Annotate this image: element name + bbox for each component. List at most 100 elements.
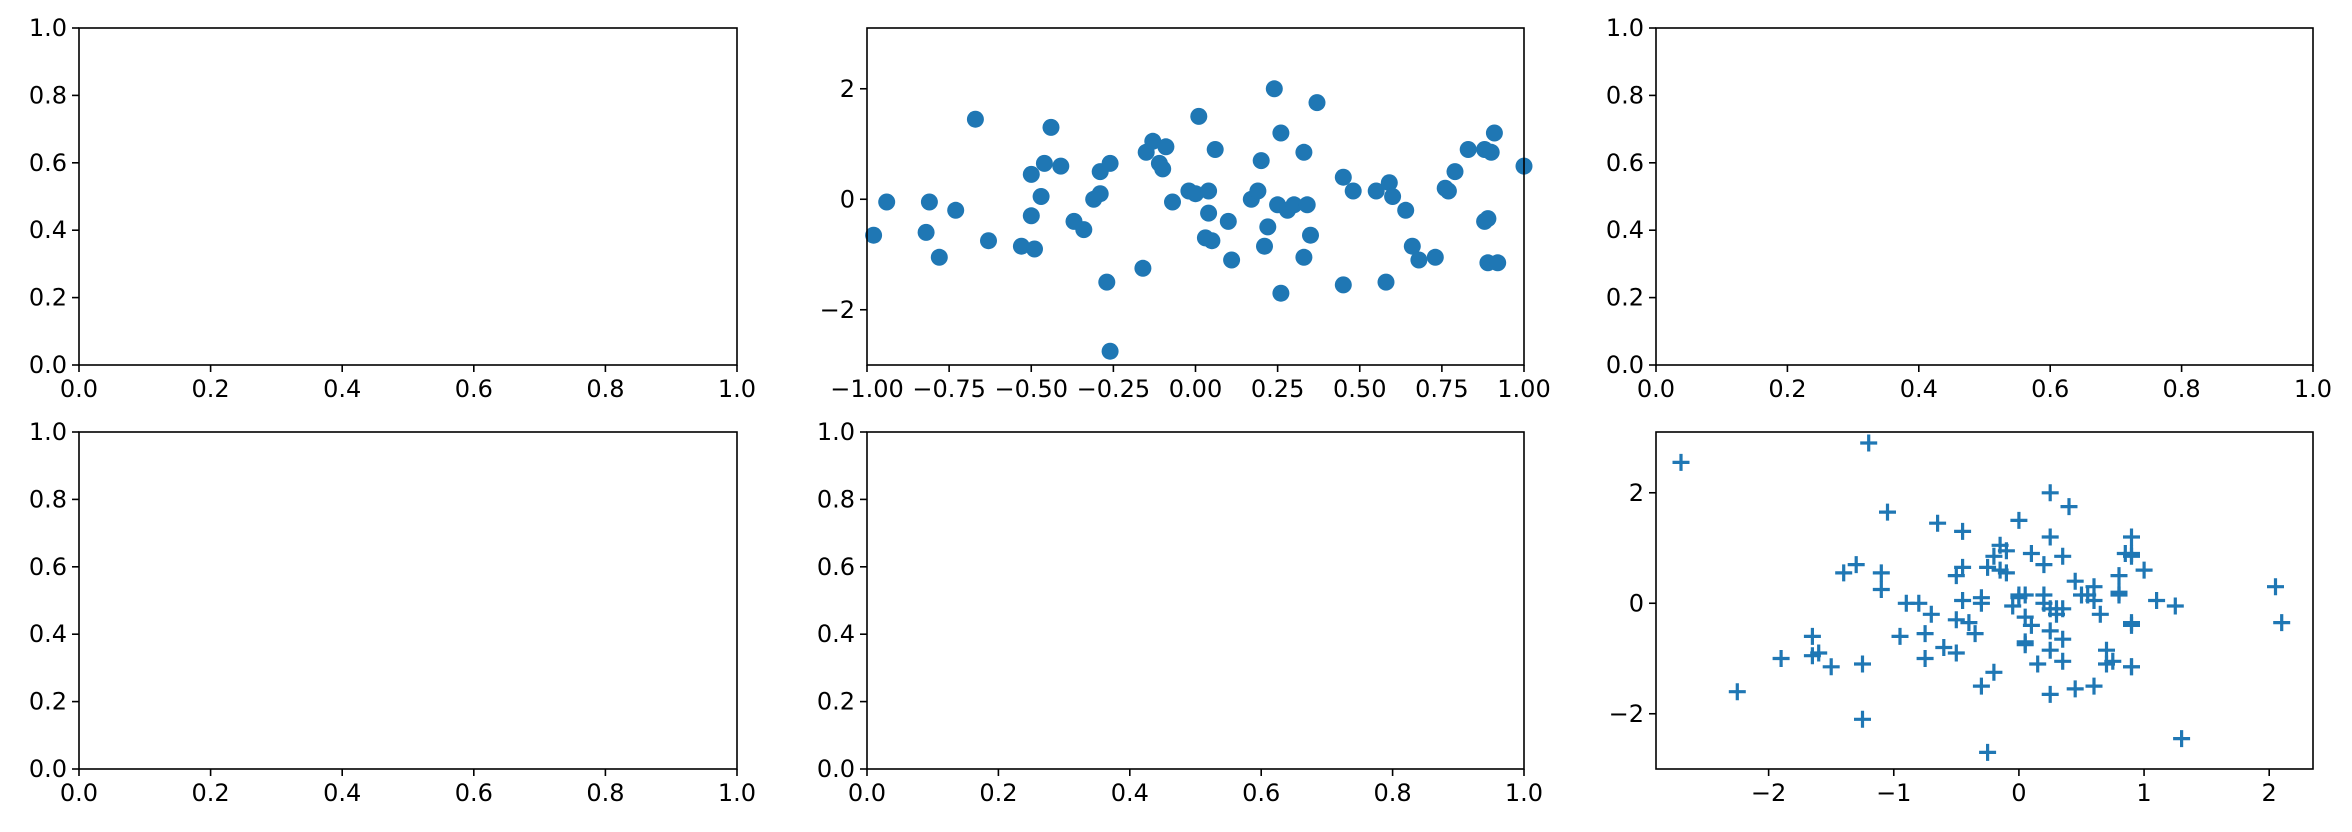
axes-frame xyxy=(78,431,738,770)
x-tick-label: 0.2 xyxy=(979,779,1017,807)
scatter-point xyxy=(1012,237,1030,255)
y-tick-label: 0.4 xyxy=(817,620,855,648)
scatter-point xyxy=(2029,655,2047,673)
scatter-point xyxy=(1187,185,1204,203)
x-tick-label: 1 xyxy=(2136,779,2151,807)
scatter-point xyxy=(2041,484,2059,502)
x-tick-label: 0.8 xyxy=(586,375,624,403)
subplot-row-2-col-3: −2 −1 0 1 2 −2 0 2 xyxy=(1609,431,2314,807)
scatter-point xyxy=(2054,630,2072,648)
scatter-point xyxy=(2110,567,2128,585)
scatter-point xyxy=(1384,188,1402,205)
y-tick-label: 0.0 xyxy=(817,755,855,783)
scatter-point xyxy=(1091,185,1109,203)
y-tick-label: 0.2 xyxy=(29,284,67,312)
scatter-point xyxy=(1219,212,1237,230)
scatter-point xyxy=(2041,641,2059,659)
scatter-point xyxy=(1101,154,1119,172)
scatter-point xyxy=(1295,248,1313,266)
y-tick-label: 0.2 xyxy=(817,688,855,716)
x-tick-label: 0.8 xyxy=(2163,375,2201,403)
x-tick-label: 0.0 xyxy=(60,779,98,807)
scatter-point xyxy=(2054,652,2072,670)
x-tick-label: −1.00 xyxy=(830,375,904,403)
x-tick-label: 0.75 xyxy=(1415,375,1468,403)
axes-frame xyxy=(78,27,738,366)
scatter-point xyxy=(1134,259,1152,277)
scatter-point xyxy=(1026,240,1043,258)
scatter-point xyxy=(1916,650,1934,667)
y-tick-label: 0.8 xyxy=(29,485,67,513)
x-tick-label: 0 xyxy=(2011,779,2026,807)
y-tick-label: 0.0 xyxy=(29,755,67,783)
scatter-point xyxy=(1872,581,1890,598)
scatter-point xyxy=(1672,453,1690,471)
scatter-point xyxy=(1960,614,1978,632)
scatter-point xyxy=(2135,561,2153,579)
scatter-point xyxy=(1847,556,1865,574)
scatter-point xyxy=(2054,547,2072,565)
scatter-point xyxy=(1479,210,1497,228)
x-tick-label: 0.4 xyxy=(323,779,361,807)
scatter-point xyxy=(865,226,883,244)
scatter-point xyxy=(1929,514,1947,532)
scatter-point xyxy=(2123,547,2140,565)
y-tick-label: 0.8 xyxy=(817,485,855,513)
scatter-point xyxy=(1032,188,1050,205)
scatter-point xyxy=(1482,143,1500,161)
scatter-point xyxy=(1803,627,1821,645)
x-tick-label: 0.8 xyxy=(586,779,624,807)
scatter-point xyxy=(2166,597,2184,615)
scatter-point xyxy=(2022,545,2040,562)
scatter-point xyxy=(1397,201,1415,219)
scatter-point xyxy=(2041,622,2059,640)
scatter-point xyxy=(1810,644,1828,662)
y-tick-label: 0.6 xyxy=(1606,149,1644,177)
x-tick-label: 0.0 xyxy=(848,779,886,807)
y-tick-label: 0.4 xyxy=(29,620,67,648)
scatter-point xyxy=(1249,182,1267,200)
scatter-point xyxy=(1098,273,1116,291)
scatter-point xyxy=(1935,639,1953,656)
y-tick-label: 2 xyxy=(840,75,855,103)
x-tick-label: 0.2 xyxy=(192,779,230,807)
scatter-point xyxy=(1334,276,1352,294)
scatter-point xyxy=(2010,511,2028,529)
scatter-point xyxy=(2054,600,2072,618)
scatter-point xyxy=(2066,680,2084,698)
scatter-point xyxy=(1154,160,1172,178)
scatter-point xyxy=(1308,94,1326,112)
scatter-point xyxy=(947,201,965,219)
scatter-point xyxy=(1259,218,1277,236)
scatter-point xyxy=(1922,605,1940,623)
scatter-point xyxy=(1835,564,1853,582)
scatter-point xyxy=(920,193,938,211)
scatter-point xyxy=(1872,564,1890,582)
y-tick-label: 0.4 xyxy=(29,216,67,244)
scatter-point xyxy=(1910,594,1928,612)
scatter-point xyxy=(1200,204,1218,222)
y-tick-label: 0.6 xyxy=(817,553,855,581)
y-tick-label: 0.2 xyxy=(29,688,67,716)
scatter-point xyxy=(2123,658,2140,676)
scatter-point xyxy=(1954,592,1972,609)
y-tick-label: 0.8 xyxy=(29,81,67,109)
scatter-point xyxy=(1947,611,1965,629)
x-tick-label: 0.2 xyxy=(1768,375,1806,403)
scatter-point xyxy=(1972,589,1990,607)
y-tick-label: 0.2 xyxy=(1606,284,1644,312)
scatter-point xyxy=(1410,251,1428,269)
scatter-point xyxy=(1439,182,1457,200)
scatter-point xyxy=(2022,616,2040,634)
x-tick-label: 0.6 xyxy=(455,375,493,403)
scatter-point xyxy=(1022,207,1040,225)
scatter-point xyxy=(2060,498,2078,516)
scatter-points xyxy=(865,80,1533,360)
scatter-point xyxy=(1860,434,1878,452)
scatter-point xyxy=(1485,124,1503,142)
scatter-point xyxy=(2066,572,2084,590)
scatter-point xyxy=(2110,586,2128,604)
subplot-row-1-col-3: 0.0 0.2 0.4 0.6 0.8 1.0 0.0 0.2 0.4 0.6 0.8 1.0 xyxy=(1606,14,2332,403)
scatter-point xyxy=(1972,677,1990,695)
scatter-point xyxy=(1979,743,1997,761)
